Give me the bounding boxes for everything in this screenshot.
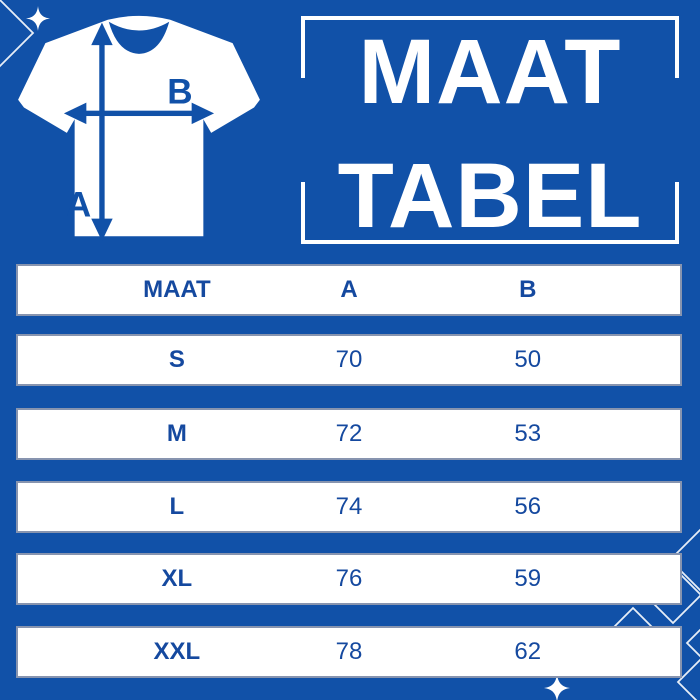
table-row-s: S 70 50 xyxy=(16,334,682,386)
size-label: XXL xyxy=(153,638,201,665)
table-row-xl: XL 76 59 xyxy=(16,553,682,605)
header-maat: MAAT xyxy=(143,276,211,303)
size-label: XL xyxy=(161,565,193,592)
page-title-line1: MAAT xyxy=(358,21,622,123)
sparkle-icon xyxy=(26,6,50,31)
page-title-line2: TABEL xyxy=(337,145,643,247)
table-row-xxl: XXL 78 62 xyxy=(16,626,682,678)
table-row-l: L 74 56 xyxy=(16,481,682,533)
header-a: A xyxy=(340,276,358,303)
value-b: 53 xyxy=(514,420,542,447)
tshirt-icon xyxy=(18,15,260,237)
size-label: L xyxy=(169,493,185,520)
value-a: 74 xyxy=(335,493,363,520)
value-b: 59 xyxy=(514,565,542,592)
measure-arrow-b xyxy=(63,102,215,125)
measure-arrow-a xyxy=(91,22,113,242)
value-a: 78 xyxy=(335,638,363,665)
collar-icon xyxy=(108,21,170,54)
title-block: MAAT TABEL xyxy=(301,16,679,244)
table-header-row: MAAT A B xyxy=(16,264,682,316)
size-label: S xyxy=(168,346,185,373)
table-row-m: M 72 53 xyxy=(16,408,682,460)
tshirt-diagram: A B xyxy=(18,15,260,242)
title-frame-icon xyxy=(301,16,679,244)
value-b: 50 xyxy=(514,346,542,373)
sparkle-icon xyxy=(544,674,570,700)
value-b: 56 xyxy=(514,493,542,520)
top-left-decoration xyxy=(0,0,50,68)
label-b: B xyxy=(167,73,192,112)
value-a: 76 xyxy=(335,565,363,592)
value-b: 62 xyxy=(514,638,542,665)
size-label: M xyxy=(166,420,187,447)
header-b: B xyxy=(519,276,537,303)
value-a: 70 xyxy=(335,346,363,373)
label-a: A xyxy=(66,186,91,225)
value-a: 72 xyxy=(335,420,363,447)
